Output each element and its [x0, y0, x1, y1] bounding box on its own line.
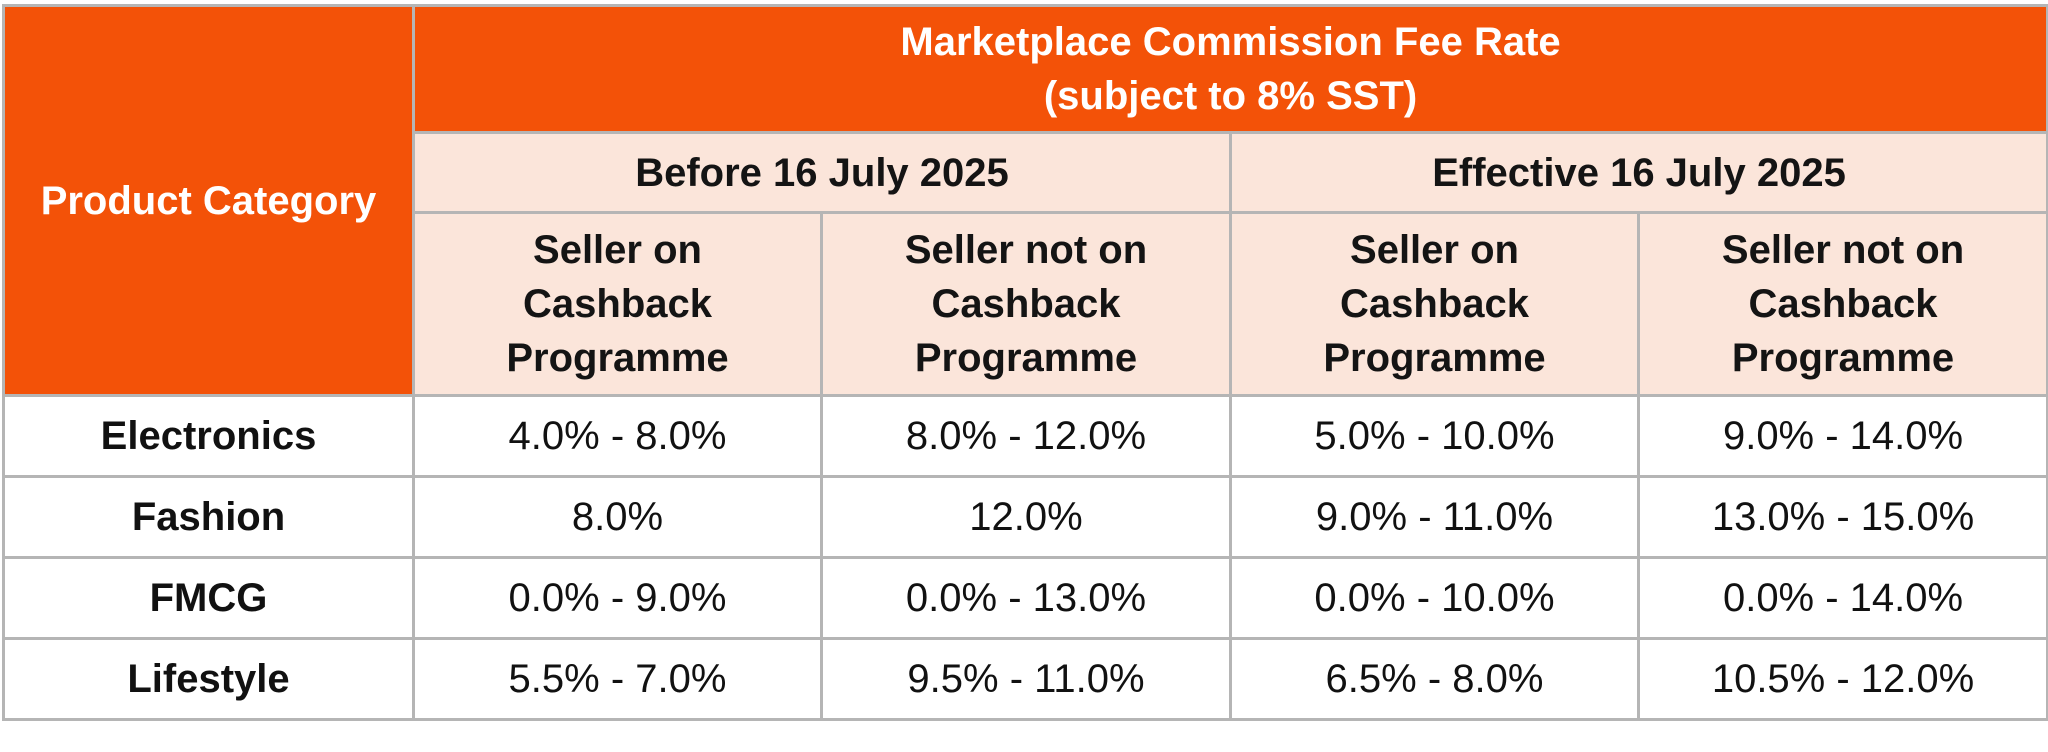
rate-cell: 6.5% - 8.0%	[1229, 637, 1640, 721]
period-header-effective-label: Effective 16 July 2025	[1432, 150, 1846, 195]
subheader-before-not-on-cashback: Seller not on Cashback Programme	[820, 211, 1232, 397]
rate-cell: 9.0% - 14.0%	[1636, 394, 2048, 478]
rate-cell: 5.5% - 7.0%	[412, 637, 823, 721]
table-row: Electronics 4.0% - 8.0% 8.0% - 12.0% 5.0…	[2, 394, 2048, 478]
subheader-line: Cashback	[1340, 282, 1529, 326]
rate-cell: 9.5% - 11.0%	[820, 637, 1232, 721]
rate-cell: 12.0%	[820, 475, 1232, 559]
category-cell: FMCG	[2, 556, 415, 640]
subheader-line: Programme	[506, 336, 729, 380]
table-row: Fashion 8.0% 12.0% 9.0% - 11.0% 13.0% - …	[2, 475, 2048, 559]
subheader-effective-on-cashback: Seller on Cashback Programme	[1229, 211, 1640, 397]
subheader-before-on-cashback: Seller on Cashback Programme	[412, 211, 823, 397]
title-row: Product Category Marketplace Commission …	[2, 4, 2048, 397]
table-row: Lifestyle 5.5% - 7.0% 9.5% - 11.0% 6.5% …	[2, 637, 2048, 721]
subheader-effective-not-on-cashback: Seller not on Cashback Programme	[1636, 211, 2048, 397]
product-category-header-label: Product Category	[40, 178, 377, 223]
table-row: FMCG 0.0% - 9.0% 0.0% - 13.0% 0.0% - 10.…	[2, 556, 2048, 640]
subheader-line: Seller not on	[1721, 228, 1965, 272]
category-cell: Electronics	[2, 394, 415, 478]
rate-cell: 0.0% - 13.0%	[820, 556, 1232, 640]
subheader-line: Seller not on	[904, 228, 1148, 272]
category-cell: Lifestyle	[2, 637, 415, 721]
subheader-line: Programme	[1323, 336, 1546, 380]
rate-cell: 9.0% - 11.0%	[1229, 475, 1640, 559]
subheader-line: Cashback	[523, 282, 712, 326]
table-body: Electronics 4.0% - 8.0% 8.0% - 12.0% 5.0…	[2, 394, 2048, 721]
rate-cell: 13.0% - 15.0%	[1636, 475, 2048, 559]
subheader-line: Cashback	[931, 282, 1121, 326]
rate-cell: 5.0% - 10.0%	[1229, 394, 1640, 478]
rate-cell: 0.0% - 9.0%	[412, 556, 823, 640]
subheader-line: Cashback	[1748, 282, 1938, 326]
subheader-line: Programme	[914, 336, 1138, 380]
period-row: Before 16 July 2025 Effective 16 July 20…	[4, 131, 2048, 214]
rate-cell: 0.0% - 10.0%	[1229, 556, 1640, 640]
commission-fee-table: Product Category Marketplace Commission …	[2, 4, 2048, 721]
subheader-line: Seller on	[533, 228, 702, 272]
rate-cell: 4.0% - 8.0%	[412, 394, 823, 478]
rate-cell: 0.0% - 14.0%	[1636, 556, 2048, 640]
period-header-effective: Effective 16 July 2025	[1228, 131, 2048, 214]
table-title-line-2: (subject to 8% SST)	[1043, 74, 1418, 118]
category-cell: Fashion	[2, 475, 415, 559]
rate-cell: 8.0%	[412, 475, 823, 559]
product-category-header: Product Category	[2, 4, 415, 397]
period-header-before: Before 16 July 2025	[412, 131, 1232, 214]
rate-cell: 8.0% - 12.0%	[820, 394, 1232, 478]
table-header: Product Category Marketplace Commission …	[2, 4, 2048, 397]
table-title: Marketplace Commission Fee Rate (subject…	[411, 4, 2048, 134]
table-title-line-1: Marketplace Commission Fee Rate	[900, 20, 1561, 64]
subheader-line: Programme	[1731, 336, 1955, 380]
period-header-before-label: Before 16 July 2025	[635, 150, 1009, 195]
subheader-line: Seller on	[1350, 228, 1519, 272]
programme-row: Seller on Cashback Programme Seller not …	[4, 211, 2048, 397]
rate-cell: 10.5% - 12.0%	[1636, 637, 2048, 721]
